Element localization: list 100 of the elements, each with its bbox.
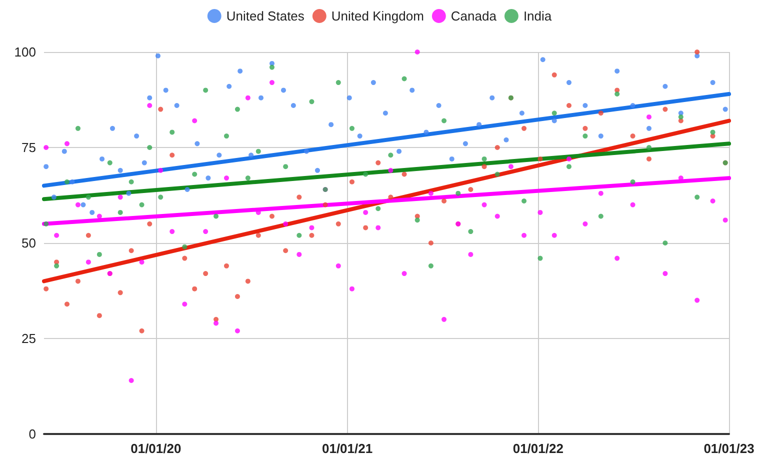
point — [314, 168, 320, 173]
point — [118, 194, 123, 200]
point — [192, 172, 198, 177]
point — [158, 168, 164, 173]
point — [468, 252, 474, 257]
point — [678, 114, 684, 120]
point — [44, 145, 49, 150]
point — [410, 88, 415, 93]
point — [96, 252, 102, 257]
point — [234, 106, 240, 112]
point — [336, 263, 341, 268]
point — [538, 256, 543, 261]
point — [722, 106, 728, 112]
point — [442, 198, 447, 204]
point — [206, 176, 211, 181]
point — [75, 278, 80, 284]
point — [566, 102, 572, 108]
point — [442, 118, 447, 124]
point — [538, 210, 543, 215]
point — [128, 179, 134, 184]
point — [142, 160, 147, 166]
point — [710, 130, 716, 135]
point — [96, 313, 102, 318]
point — [174, 102, 180, 108]
point — [357, 134, 362, 139]
point — [203, 88, 208, 93]
point — [346, 95, 352, 100]
point — [256, 148, 261, 154]
point — [582, 102, 588, 108]
point — [646, 114, 652, 120]
point — [90, 210, 95, 215]
point — [482, 164, 487, 170]
point — [309, 225, 314, 230]
point — [107, 160, 112, 166]
point — [552, 72, 557, 78]
point — [44, 286, 49, 292]
point — [126, 190, 132, 196]
point — [238, 68, 243, 74]
y-tick-label: 75 — [22, 140, 36, 155]
point — [376, 160, 381, 166]
point — [428, 263, 434, 268]
point — [662, 240, 668, 246]
point — [147, 145, 152, 150]
point — [44, 164, 49, 170]
point — [468, 229, 474, 234]
point — [424, 130, 429, 135]
point — [694, 50, 700, 54]
point — [388, 152, 394, 158]
point — [662, 271, 668, 276]
point — [630, 202, 636, 208]
point — [182, 244, 188, 250]
point — [388, 168, 394, 173]
point — [280, 88, 286, 93]
point — [402, 76, 407, 82]
point — [349, 286, 354, 292]
point — [158, 194, 164, 200]
point — [522, 232, 527, 238]
point — [296, 232, 302, 238]
point — [192, 286, 198, 292]
point — [224, 176, 229, 181]
point — [70, 179, 75, 184]
point — [147, 102, 152, 108]
point — [54, 263, 60, 268]
point — [376, 225, 381, 230]
point — [614, 92, 620, 97]
point — [214, 320, 219, 326]
point — [508, 164, 514, 170]
point — [96, 214, 102, 219]
point — [376, 206, 381, 212]
point — [309, 232, 314, 238]
point — [538, 156, 543, 162]
point — [598, 134, 604, 139]
point — [566, 156, 572, 162]
point — [304, 148, 309, 154]
point — [156, 53, 160, 58]
point — [118, 210, 123, 215]
point — [245, 95, 250, 100]
point — [646, 126, 652, 131]
legend-label: Canada — [450, 8, 498, 24]
point — [582, 134, 588, 139]
y-tick-label: 25 — [22, 331, 36, 346]
y-tick-label: 100 — [14, 44, 36, 60]
point — [245, 278, 250, 284]
point — [462, 141, 468, 146]
point — [75, 126, 80, 131]
point — [436, 102, 442, 108]
point — [598, 214, 604, 219]
point — [86, 232, 91, 238]
point — [62, 148, 67, 154]
point — [382, 110, 388, 116]
point — [269, 80, 274, 86]
point — [646, 156, 652, 162]
point — [402, 172, 407, 177]
point — [192, 118, 198, 124]
point — [158, 106, 164, 112]
point — [402, 271, 407, 276]
point — [118, 290, 123, 296]
point — [214, 214, 219, 219]
point — [203, 271, 208, 276]
point — [296, 252, 302, 257]
